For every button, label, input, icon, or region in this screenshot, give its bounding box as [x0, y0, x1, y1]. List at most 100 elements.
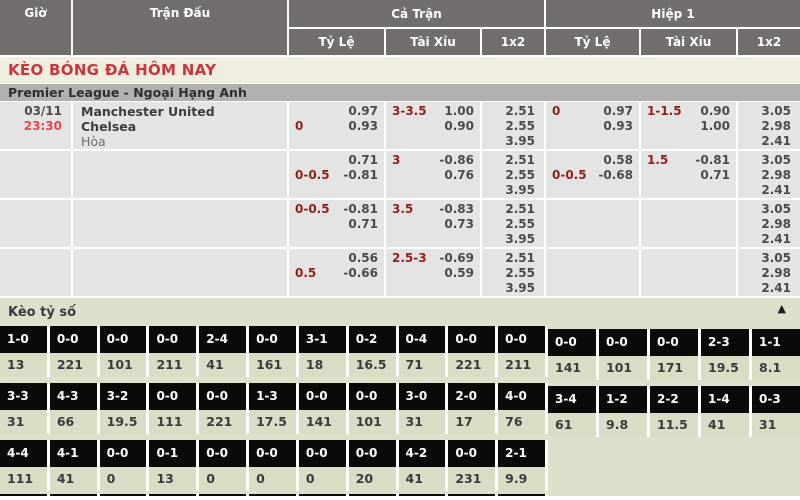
score-bet-cell[interactable]: 1-4 41	[701, 386, 752, 437]
score-bet-cell[interactable]	[149, 494, 200, 496]
odds-cell-full-overunder[interactable]: 3-3.5 1.00 0.90	[386, 102, 480, 149]
score-bet-cell[interactable]	[249, 494, 299, 496]
odds-cell-half-overunder[interactable]	[641, 249, 736, 296]
score-bet-cell[interactable]: 4-0 76	[498, 383, 548, 434]
score-bet-cell[interactable]	[99, 494, 150, 496]
odds-cell-full-1x2[interactable]: 2.51 2.55 3.95	[482, 151, 544, 198]
score-bet-cell[interactable]: 1-3 17.5	[249, 383, 299, 434]
score-bet-cell[interactable]: 0-3 31	[752, 386, 800, 437]
odds-cell-half-handicap[interactable]: 0 0.97 0.93	[546, 102, 639, 149]
score-bet-cell[interactable]: 4-4 111	[0, 440, 50, 491]
score-label: 0-0	[149, 383, 197, 410]
score-row: 4-4 111 4-1 41 0-0 0 0-1 13 0-0 0 0-0 0 0-0 0 0-0 20 4-2…	[0, 440, 800, 491]
score-bet-cell[interactable]: 0-1 13	[149, 440, 200, 491]
score-bet-cell[interactable]: 0-0 101	[599, 329, 650, 380]
score-bet-cell[interactable]	[348, 494, 399, 496]
score-bet-cell[interactable]	[498, 494, 548, 496]
odds-value: 2.55	[505, 119, 535, 133]
score-bet-cell[interactable]: 0-0 221	[448, 326, 499, 377]
score-bet-cell[interactable]: 0-0 0	[249, 440, 299, 491]
score-bet-cell[interactable]: 0-0 171	[650, 329, 701, 380]
odds-cell-full-overunder[interactable]: 3 -0.86 0.76	[386, 151, 480, 198]
score-row: 1-0 13 0-0 221 0-0 101 0-0 211 2-4 41 0-0 161 3-1 18 0…	[0, 326, 800, 380]
odds-line: 1.00	[641, 119, 736, 134]
odds-cell-half-1x2[interactable]: 3.05 2.98 2.41	[738, 249, 800, 296]
odds-cell-full-handicap[interactable]: 0.71 0-0.5 -0.81	[289, 151, 384, 198]
score-bet-cell[interactable]: 1-2 9.8	[599, 386, 650, 437]
score-bet-cell[interactable]	[199, 494, 250, 496]
odds-value: 3.05	[761, 153, 791, 167]
score-bet-cell[interactable]: 0-0 111	[149, 383, 200, 434]
score-odds: 17.5	[249, 410, 296, 434]
score-label: 0-0	[448, 440, 496, 467]
odds-cell-full-handicap[interactable]: 0.97 0 0.93	[289, 102, 384, 149]
score-bet-cell[interactable]: 0-0 161	[249, 326, 299, 377]
score-group-left: 3-3 31 4-3 66 3-2 19.5 0-0 111 0-0 221 1-3 17.5 0-0 1…	[0, 383, 548, 434]
score-bet-cell[interactable]	[298, 494, 349, 496]
score-bet-cell[interactable]: 2-2 11.5	[650, 386, 701, 437]
score-bet-cell[interactable]: 2-0 17	[448, 383, 499, 434]
score-odds: 0	[99, 467, 147, 491]
score-bet-cell[interactable]	[448, 494, 499, 496]
score-bet-cell[interactable]: 0-0 101	[348, 383, 399, 434]
odds-cell-half-handicap[interactable]: 0.58 0-0.5 -0.68	[546, 151, 639, 198]
score-bet-cell[interactable]: 0-0 0	[199, 440, 250, 491]
odds-cell-full-1x2[interactable]: 2.51 2.55 3.95	[482, 102, 544, 149]
score-bet-cell[interactable]: 0-0 0	[99, 440, 150, 491]
score-bet-cell[interactable]: 0-4 71	[398, 326, 449, 377]
score-label: 0-0	[249, 326, 296, 353]
score-bet-cell[interactable]: 0-0 141	[548, 329, 599, 380]
odds-cell-full-1x2[interactable]: 2.51 2.55 3.95	[482, 249, 544, 296]
score-odds: 101	[599, 356, 647, 380]
score-bet-cell[interactable]: 0-2 16.5	[348, 326, 399, 377]
score-bet-cell[interactable]: 0-0 141	[298, 383, 349, 434]
odds-cell-full-overunder[interactable]: 3.5 -0.83 0.73	[386, 200, 480, 247]
odds-cell-half-1x2[interactable]: 3.05 2.98 2.41	[738, 200, 800, 247]
score-odds: 221	[199, 410, 247, 434]
odds-cell-half-overunder[interactable]: 1-1.5 0.90 1.00	[641, 102, 736, 149]
score-bet-cell[interactable]: 3-4 61	[548, 386, 599, 437]
score-bet-cell[interactable]: 3-1 18	[298, 326, 349, 377]
odds-value: 3.05	[761, 251, 791, 265]
odds-value: -0.86	[439, 153, 474, 167]
odds-cell-full-handicap[interactable]: 0-0.5 -0.81 0.71	[289, 200, 384, 247]
score-bet-cell[interactable]: 0-0 231	[448, 440, 499, 491]
score-bet-cell[interactable]: 4-3 66	[49, 383, 100, 434]
score-bet-cell[interactable]: 4-1 41	[49, 440, 100, 491]
score-bet-cell[interactable]	[0, 494, 50, 496]
score-bet-cell[interactable]: 0-0 20	[348, 440, 399, 491]
score-bet-cell[interactable]: 1-0 13	[0, 326, 50, 377]
handicap-value: 3-3.5	[392, 104, 427, 118]
score-bet-cell[interactable]: 2-3 19.5	[701, 329, 752, 380]
odds-value: 0.71	[348, 153, 378, 167]
odds-cell-full-handicap[interactable]: 0.56 0.5 -0.66	[289, 249, 384, 296]
score-bet-cell[interactable]: 2-1 9.9	[498, 440, 548, 491]
odds-cell-half-overunder[interactable]	[641, 200, 736, 247]
odds-value: 2.41	[761, 281, 791, 295]
odds-cell-half-handicap[interactable]	[546, 249, 639, 296]
score-label	[149, 494, 197, 496]
odds-cell-half-handicap[interactable]	[546, 200, 639, 247]
odds-cell-full-1x2[interactable]: 2.51 2.55 3.95	[482, 200, 544, 247]
score-bet-cell[interactable]: 0-0 101	[99, 326, 150, 377]
score-bet-cell[interactable]: 3-0 31	[398, 383, 449, 434]
score-bet-cell[interactable]: 3-2 19.5	[99, 383, 150, 434]
score-bet-cell[interactable]: 3-3 31	[0, 383, 50, 434]
odds-cell-half-1x2[interactable]: 3.05 2.98 2.41	[738, 102, 800, 149]
score-bet-cell[interactable]: 4-2 41	[398, 440, 449, 491]
score-bet-cell[interactable]: 0-0 221	[49, 326, 100, 377]
score-bet-cell[interactable]: 0-0 0	[298, 440, 349, 491]
odds-cell-full-overunder[interactable]: 2.5-3 -0.69 0.59	[386, 249, 480, 296]
score-bet-cell[interactable]: 0-0 221	[199, 383, 250, 434]
score-bet-cell[interactable]: 2-4 41	[199, 326, 250, 377]
odds-cell-half-1x2[interactable]: 3.05 2.98 2.41	[738, 151, 800, 198]
score-bet-cell[interactable]: 0-0 211	[498, 326, 548, 377]
odds-cell-half-overunder[interactable]: 1.5 -0.81 0.71	[641, 151, 736, 198]
score-bet-cell[interactable]: 0-0 211	[149, 326, 200, 377]
odds-line: 1.5 -0.81	[641, 153, 736, 168]
collapse-arrow-icon[interactable]: ▲	[777, 302, 786, 315]
score-bet-cell[interactable]	[49, 494, 100, 496]
score-label	[448, 494, 496, 496]
score-bet-cell[interactable]	[398, 494, 449, 496]
score-bet-cell[interactable]: 1-1 8.1	[752, 329, 800, 380]
